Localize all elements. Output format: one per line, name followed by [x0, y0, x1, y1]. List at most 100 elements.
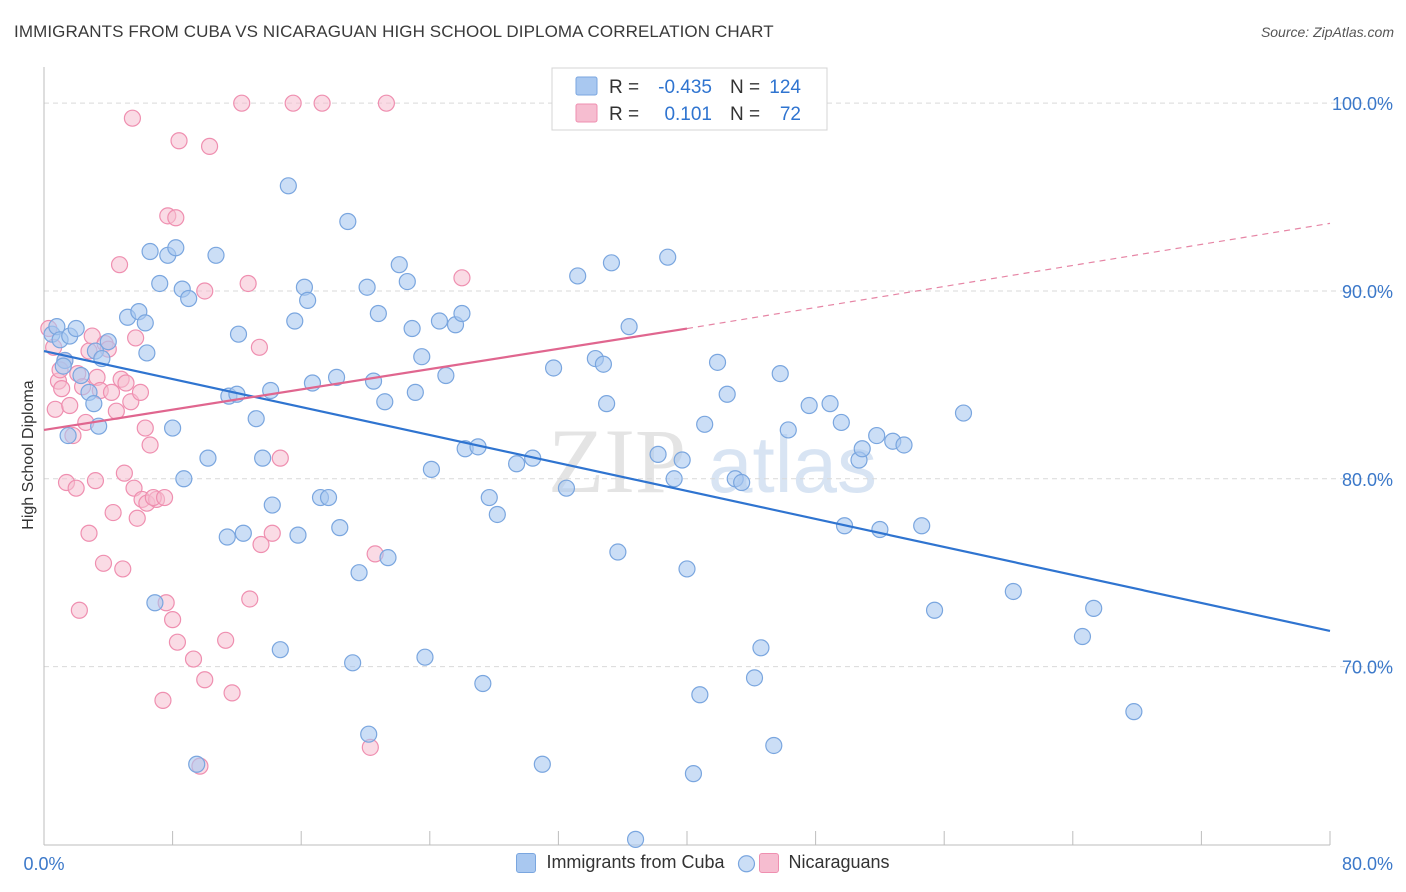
point-cuba: [1125, 703, 1143, 721]
point-cuba: [350, 564, 368, 582]
point-cuba: [779, 421, 797, 439]
point-nicaraguans: [70, 601, 88, 619]
trend-line-nicaraguans: [43, 327, 688, 432]
point-cuba: [954, 404, 973, 422]
point-nicaraguans: [131, 383, 150, 401]
point-nicaraguans: [114, 560, 132, 578]
chart-title: IMMIGRANTS FROM CUBA VS NICARAGUAN HIGH …: [14, 22, 774, 41]
point-cuba: [138, 344, 156, 362]
point-nicaraguans: [167, 209, 185, 227]
point-nicaraguans: [80, 524, 98, 542]
y-tick-label: 100.0%: [1332, 94, 1393, 114]
point-nicaraguans: [252, 535, 270, 554]
point-nicaraguans: [123, 109, 142, 127]
point-cuba: [649, 445, 667, 463]
x-tick-label: 80.0%: [1342, 854, 1393, 874]
y-axis-label: High School Diploma: [20, 380, 37, 530]
legend-swatch-nicaraguans: [758, 852, 779, 873]
point-cuba: [180, 289, 198, 308]
point-cuba: [175, 470, 193, 488]
point-cuba: [254, 449, 272, 467]
point-cuba: [141, 242, 159, 261]
point-cuba: [678, 560, 696, 578]
point-cuba: [1073, 627, 1092, 646]
point-cuba: [480, 488, 498, 507]
point-nicaraguans: [196, 671, 214, 689]
axes: [43, 67, 1331, 846]
point-nicaraguans: [154, 691, 172, 709]
point-cuba: [771, 365, 789, 383]
x-tick-label: 0.0%: [23, 854, 64, 874]
point-cuba: [913, 517, 931, 535]
stats-n-value-1: 124: [769, 77, 801, 98]
point-nicaraguans: [184, 650, 203, 668]
point-cuba: [271, 641, 289, 659]
point-cuba: [1004, 582, 1022, 601]
point-cuba: [708, 353, 727, 371]
point-nicaraguans: [313, 94, 331, 112]
point-cuba: [146, 594, 164, 612]
point-cuba: [696, 415, 714, 433]
point-cuba: [659, 248, 677, 266]
point-cuba: [853, 440, 871, 458]
point-cuba: [188, 755, 206, 773]
point-cuba: [376, 393, 394, 411]
point-nicaraguans: [271, 449, 289, 467]
legend-item-nicaraguans[interactable]: Nicaraguans: [758, 852, 890, 873]
point-cuba: [319, 488, 338, 507]
point-nicaraguans: [117, 374, 135, 392]
point-cuba: [54, 357, 72, 375]
point-cuba: [737, 855, 756, 873]
point-cuba: [398, 272, 416, 291]
point-cuba: [895, 436, 913, 454]
point-cuba: [151, 274, 169, 293]
point-cuba: [718, 385, 736, 403]
point-cuba: [234, 524, 252, 542]
point-cuba: [229, 325, 248, 343]
point-cuba: [299, 291, 317, 309]
trend-lines: [43, 222, 1331, 632]
point-nicaraguans: [110, 256, 129, 274]
point-nicaraguans: [61, 396, 79, 415]
legend-item-cuba[interactable]: Immigrants from Cuba: [516, 852, 725, 873]
point-nicaraguans: [217, 631, 235, 649]
series-nicaraguans-points: [40, 94, 471, 775]
stats-n-value-2: 72: [780, 104, 801, 125]
point-cuba: [752, 639, 770, 657]
point-nicaraguans: [223, 684, 241, 702]
point-cuba: [620, 318, 638, 336]
point-cuba: [453, 304, 471, 323]
point-cuba: [569, 267, 587, 285]
point-cuba: [673, 451, 691, 469]
series-cuba-points: [43, 177, 1143, 873]
stats-r-label-1: R =: [609, 77, 639, 98]
point-cuba: [626, 830, 645, 848]
legend-label-nicaraguans: Nicaraguans: [788, 852, 890, 872]
point-nicaraguans: [136, 419, 154, 437]
point-cuba: [413, 348, 431, 366]
point-cuba: [832, 413, 850, 432]
y-tick-label: 90.0%: [1342, 282, 1393, 302]
point-cuba: [339, 212, 357, 231]
stats-legend-swatch-pink: [575, 103, 598, 123]
point-cuba: [406, 383, 424, 401]
point-cuba: [598, 395, 616, 413]
point-cuba: [164, 419, 182, 437]
point-nicaraguans: [46, 400, 64, 418]
stats-n-label-1: N =: [730, 77, 760, 98]
point-cuba: [691, 686, 709, 704]
grid-lines: [44, 102, 1390, 668]
point-nicaraguans: [250, 338, 269, 356]
point-cuba: [279, 177, 297, 195]
point-nicaraguans: [102, 383, 121, 401]
point-cuba: [369, 304, 387, 323]
point-cuba: [474, 674, 492, 693]
point-nicaraguans: [170, 132, 188, 150]
legend-swatch-cuba: [516, 852, 537, 873]
point-cuba: [218, 528, 236, 546]
point-nicaraguans: [86, 472, 105, 490]
point-nicaraguans: [200, 137, 219, 155]
point-nicaraguans: [284, 94, 302, 112]
point-nicaraguans: [241, 590, 259, 608]
point-cuba: [99, 333, 117, 351]
